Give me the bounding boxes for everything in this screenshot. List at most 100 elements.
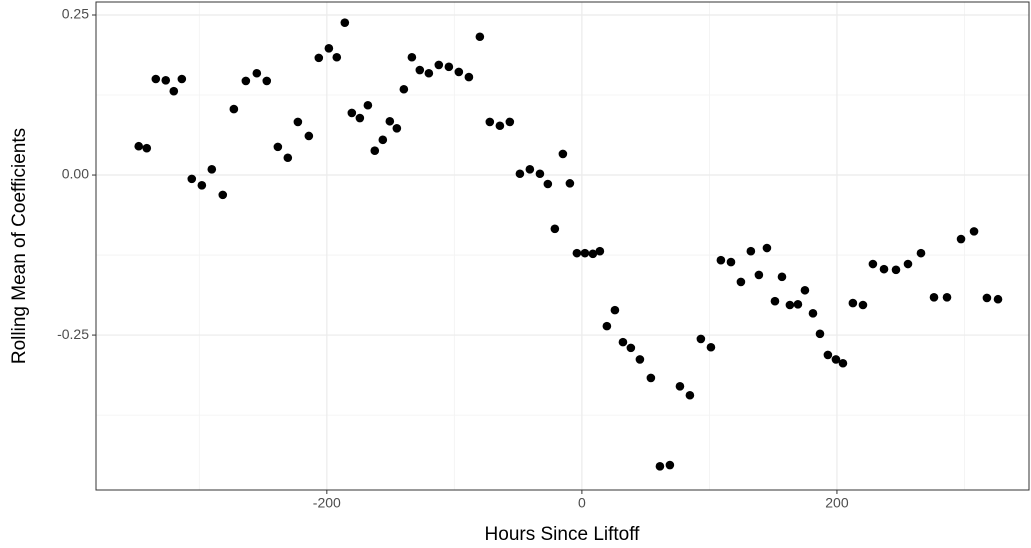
point — [716, 255, 726, 265]
x-tick-label: 0 — [578, 495, 586, 511]
point — [858, 300, 868, 310]
x-axis-title: Hours Since Liftoff — [485, 524, 641, 545]
point — [444, 62, 454, 72]
point — [485, 117, 495, 127]
point — [626, 343, 636, 353]
axes: -200 0 200 0.25 0.00 -0.25 — [57, 6, 849, 511]
point — [685, 390, 695, 400]
point — [434, 60, 444, 70]
point — [602, 321, 612, 331]
point — [495, 121, 505, 131]
point — [324, 43, 334, 53]
point — [800, 285, 810, 295]
point — [665, 460, 675, 470]
point — [464, 72, 474, 82]
point — [808, 309, 818, 318]
point — [169, 86, 179, 96]
point — [793, 300, 803, 309]
point — [142, 143, 152, 153]
point — [777, 272, 787, 282]
point — [370, 146, 380, 156]
point — [879, 264, 889, 274]
y-axis-title: Rolling Mean of Coefficients — [9, 128, 30, 364]
point — [736, 277, 746, 287]
point — [454, 67, 464, 77]
point — [273, 142, 283, 152]
point — [262, 76, 272, 86]
point — [558, 149, 568, 159]
point — [726, 257, 736, 267]
point — [392, 124, 402, 133]
point — [993, 294, 1003, 304]
point — [378, 135, 388, 145]
point — [241, 76, 251, 86]
point — [314, 53, 324, 63]
point — [823, 350, 833, 360]
point — [207, 164, 217, 174]
point — [706, 342, 716, 352]
x-tick-label: 200 — [825, 495, 849, 511]
point — [415, 65, 425, 75]
point — [956, 234, 966, 244]
point — [134, 141, 144, 151]
point — [475, 32, 485, 42]
point — [407, 52, 417, 62]
point — [891, 265, 901, 275]
x-tick-label: -200 — [313, 495, 341, 511]
point — [646, 373, 656, 383]
panel-border — [95, 1, 1030, 491]
y-tick-label: 0.00 — [62, 166, 89, 182]
point — [424, 68, 434, 78]
point — [942, 293, 952, 302]
point — [916, 248, 926, 258]
point — [177, 74, 187, 84]
point — [848, 298, 858, 308]
point — [229, 104, 239, 114]
point — [580, 248, 590, 258]
point — [675, 381, 685, 391]
point — [187, 174, 197, 184]
point — [535, 169, 545, 179]
point — [363, 100, 373, 110]
point — [572, 248, 582, 258]
point — [754, 270, 764, 280]
point — [618, 337, 628, 347]
point — [161, 75, 171, 85]
point — [340, 18, 350, 27]
point — [655, 462, 665, 471]
point — [347, 108, 357, 118]
point — [982, 293, 992, 303]
point — [969, 227, 979, 236]
point — [903, 259, 913, 269]
point — [610, 305, 620, 315]
point — [565, 179, 575, 188]
point — [746, 246, 756, 256]
point — [815, 329, 825, 339]
point — [929, 293, 939, 302]
point — [543, 179, 553, 189]
point — [515, 169, 525, 179]
point — [252, 68, 262, 78]
grid — [96, 2, 1029, 490]
point — [770, 296, 780, 306]
point — [595, 246, 605, 256]
point — [151, 74, 161, 84]
point — [399, 84, 409, 94]
point — [283, 153, 293, 163]
point — [762, 243, 772, 253]
point — [868, 259, 878, 269]
point — [550, 224, 560, 234]
point — [588, 249, 598, 259]
point — [197, 180, 207, 190]
point — [385, 116, 395, 126]
y-tick-label: -0.25 — [57, 326, 89, 342]
point — [525, 164, 535, 174]
point — [785, 300, 795, 310]
point — [696, 334, 706, 344]
point — [635, 355, 645, 364]
point — [838, 358, 848, 368]
point — [332, 52, 342, 62]
points — [134, 18, 1003, 471]
